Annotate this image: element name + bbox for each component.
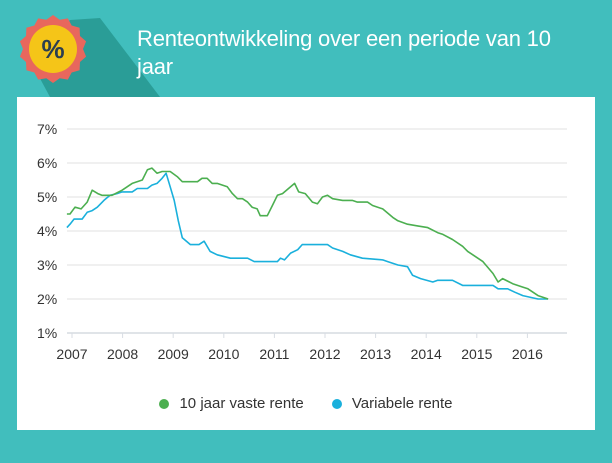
x-tick-label: 2015 (461, 346, 492, 362)
legend-item-vaste-rente[interactable]: 10 jaar vaste rente (159, 395, 304, 412)
series-line-variabele-rente (66, 172, 549, 300)
y-tick-label: 5% (37, 189, 57, 205)
legend: 10 jaar vaste rente Variabele rente (17, 395, 595, 413)
y-tick-label: 4% (37, 223, 57, 239)
line-chart: 1% 2% 3% 4% 5% 6% 7% 2007 2008 2009 2010 2011 2012 20… (37, 121, 567, 362)
chart-card: 1% 2% 3% 4% 5% 6% 7% 2007 2008 2009 2010 2011 2012 20… (17, 97, 595, 430)
x-tick-label: 2007 (56, 346, 87, 362)
x-tick-label: 2014 (411, 346, 442, 362)
y-tick-label: 1% (37, 325, 57, 341)
legend-item-variabele-rente[interactable]: Variabele rente (331, 395, 453, 412)
x-tick-label: 2016 (512, 346, 543, 362)
y-tick-label: 3% (37, 257, 57, 273)
percent-badge-icon: % (19, 15, 87, 83)
badge-symbol: % (41, 34, 64, 64)
legend-dot-blue-icon (331, 398, 342, 409)
y-tick-label: 6% (37, 155, 57, 171)
y-tick-label: 7% (37, 121, 57, 137)
x-tick-label: 2011 (259, 346, 289, 362)
x-tick-label: 2013 (360, 346, 391, 362)
x-tick-label: 2010 (208, 346, 239, 362)
y-tick-label: 2% (37, 291, 57, 307)
x-tick-label: 2009 (158, 346, 189, 362)
x-tick-label: 2012 (309, 346, 340, 362)
legend-label: 10 jaar vaste rente (179, 395, 304, 412)
legend-label: Variabele rente (351, 395, 453, 412)
legend-dot-green-icon (159, 398, 170, 409)
page-title: Renteontwikkeling over een periode van 1… (137, 26, 551, 79)
x-tick-label: 2008 (107, 346, 138, 362)
series-line-vaste-rente (66, 167, 549, 300)
